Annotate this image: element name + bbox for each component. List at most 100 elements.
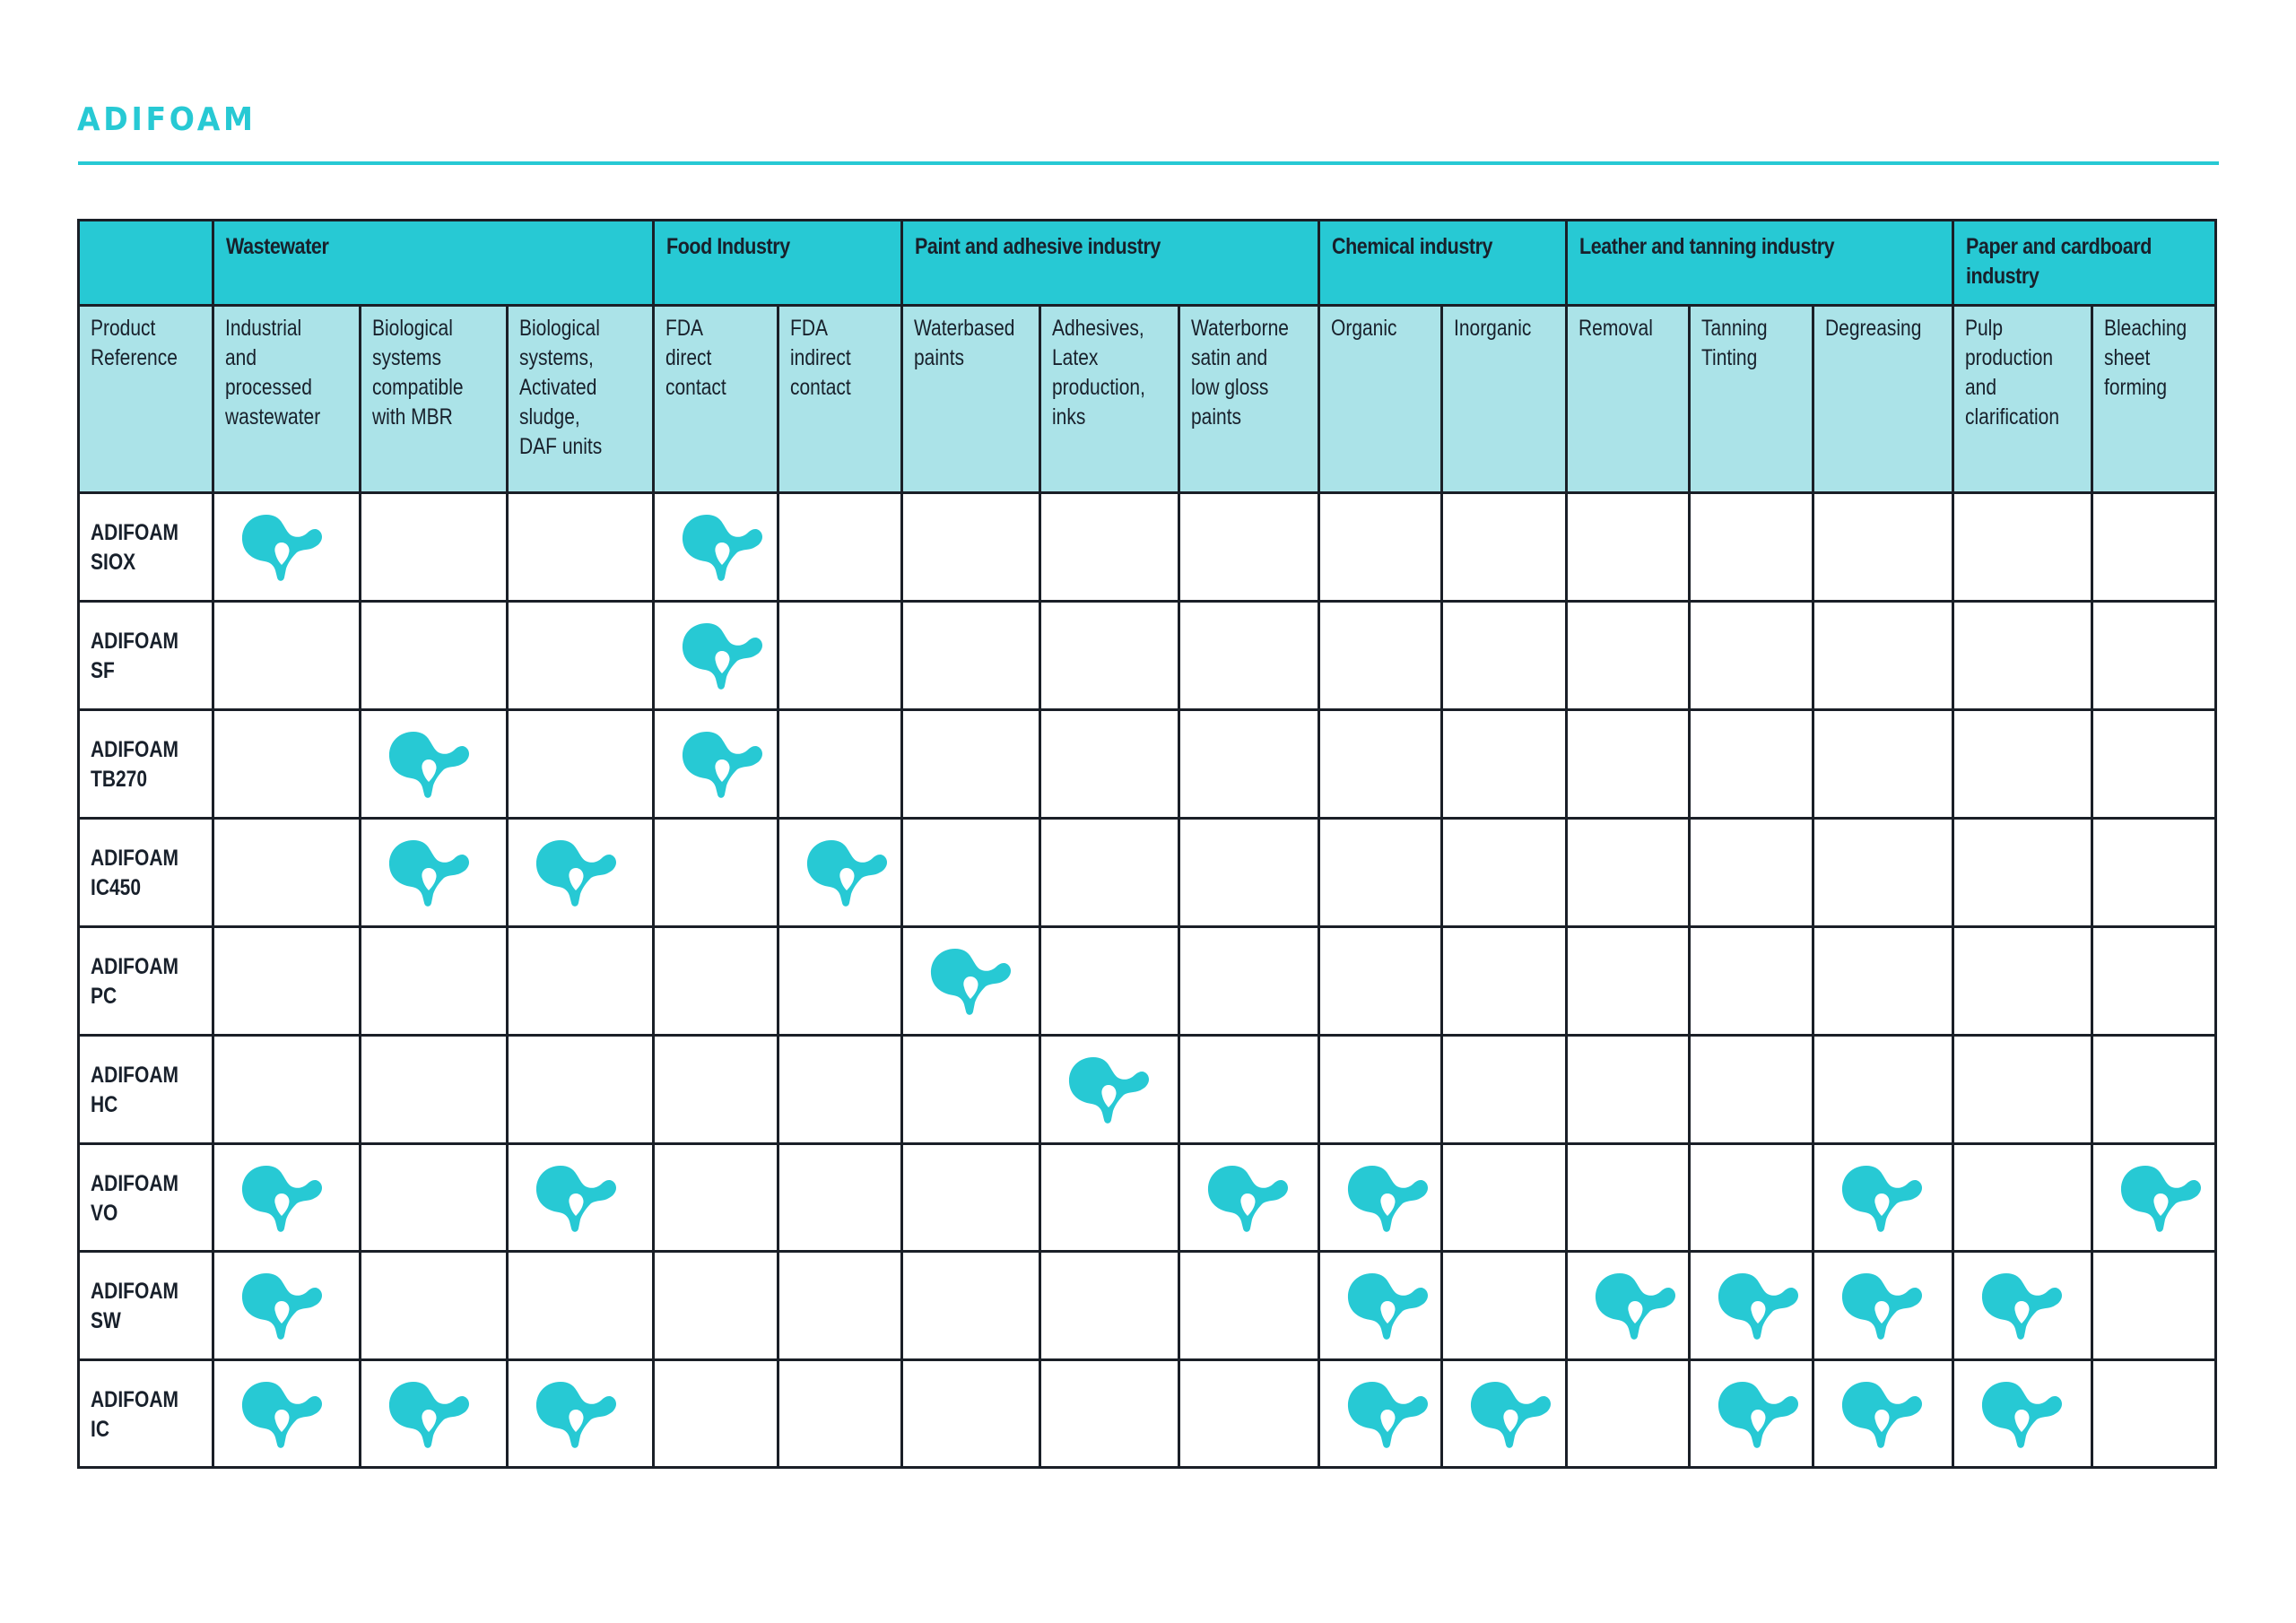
applicability-cell: [2090, 707, 2217, 820]
applicability-cell: [651, 1249, 779, 1361]
applicability-cell: [1687, 490, 1814, 603]
applicability-cell: [358, 1141, 509, 1253]
applicability-cell: [358, 707, 509, 820]
applicability-cell: [358, 1249, 509, 1361]
applicability-cell: [1951, 816, 2093, 928]
adisseo-molecule-icon: [1839, 1271, 1926, 1341]
column-header-label: Inorganic: [1453, 315, 1531, 341]
applicability-cell: [1687, 707, 1814, 820]
applicability-cell: [651, 599, 779, 711]
adisseo-molecule-icon: [1979, 1380, 2066, 1450]
applicability-cell: [505, 599, 655, 711]
product-name: ADIFOAM IC: [90, 1386, 178, 1442]
applicability-cell: [2090, 1249, 2217, 1361]
applicability-cell: [1687, 924, 1814, 1037]
applicability-cell: [1564, 599, 1691, 711]
applicability-cell: [1439, 1249, 1568, 1361]
applicability-cell: [1439, 490, 1568, 603]
applicability-cell: [505, 1141, 655, 1253]
column-header-label: Industrial and processed wastewater: [224, 315, 320, 430]
column-header-label: Waterborne satin and low gloss paints: [1190, 315, 1289, 430]
column-header-cell: FDA direct contact: [651, 303, 779, 494]
group-header-label: Chemical industry: [1331, 233, 1493, 259]
applicability-cell: [1038, 816, 1180, 928]
applicability-cell: [211, 1033, 361, 1145]
applicability-cell: [1951, 490, 2093, 603]
column-header-label: Waterbased paints: [913, 315, 1014, 370]
applicability-cell: [505, 490, 655, 603]
applicability-cell: [1038, 1249, 1180, 1361]
applicability-cell: [1687, 1033, 1814, 1145]
applicability-cell: [1687, 599, 1814, 711]
applicability-cell: [358, 924, 509, 1037]
applicability-cell: [505, 924, 655, 1037]
applicability-cell: [1439, 1358, 1568, 1469]
applicability-cell: [900, 707, 1041, 820]
applicability-cell: [1687, 1141, 1814, 1253]
applicability-cell: [2090, 924, 2217, 1037]
group-header-label: Leather and tanning industry: [1578, 233, 1835, 259]
adisseo-molecule-icon: [1979, 1271, 2066, 1341]
applicability-cell: [1951, 1358, 2093, 1469]
adisseo-molecule-icon: [1205, 1164, 1292, 1234]
applicability-cell: [1564, 816, 1691, 928]
applicability-cell: [2090, 1358, 2217, 1469]
applicability-cell: [505, 1033, 655, 1145]
applicability-cell: [651, 490, 779, 603]
applicability-cell: [1038, 599, 1180, 711]
applicability-cell: [1811, 1033, 1954, 1145]
applicability-cell: [651, 924, 779, 1037]
applicability-cell: [1317, 1141, 1443, 1253]
applicability-cell: [2090, 1033, 2217, 1145]
product-name: ADIFOAM SIOX: [90, 519, 178, 575]
adisseo-molecule-icon: [239, 1164, 326, 1234]
applicability-cell: [1564, 490, 1691, 603]
product-name-cell: ADIFOAM TB270: [76, 707, 214, 820]
column-header-label: Bleaching sheet forming: [2103, 315, 2187, 400]
applicability-cell: [1811, 599, 1954, 711]
applicability-cell: [776, 707, 903, 820]
product-name-cell: ADIFOAM SW: [76, 1249, 214, 1361]
applicability-cell: [1687, 816, 1814, 928]
applicability-cell: [1439, 924, 1568, 1037]
adisseo-molecule-icon: [1345, 1164, 1431, 1234]
applicability-cell: [776, 599, 903, 711]
applicability-cell: [1177, 707, 1320, 820]
applicability-cell: [1811, 924, 1954, 1037]
product-name: ADIFOAM SF: [90, 628, 178, 683]
applicability-cell: [1951, 1033, 2093, 1145]
adisseo-molecule-icon: [1593, 1271, 1679, 1341]
adisseo-molecule-icon: [928, 947, 1014, 1017]
product-name-cell: ADIFOAM IC450: [76, 816, 214, 928]
adisseo-molecule-icon: [1839, 1164, 1926, 1234]
applicability-cell: [358, 599, 509, 711]
applicability-cell: [900, 490, 1041, 603]
applicability-cell: [505, 1249, 655, 1361]
applicability-cell: [358, 816, 509, 928]
applicability-cell: [1811, 1249, 1954, 1361]
applicability-cell: [358, 1358, 509, 1469]
applicability-cell: [1038, 490, 1180, 603]
applicability-cell: [1177, 1141, 1320, 1253]
adisseo-molecule-icon: [239, 1271, 326, 1341]
column-header-cell: Degreasing: [1811, 303, 1954, 494]
applicability-cell: [900, 1249, 1041, 1361]
column-header-cell: Bleaching sheet forming: [2090, 303, 2217, 494]
adisseo-molecule-icon: [387, 1380, 473, 1450]
product-name-cell: ADIFOAM HC: [76, 1033, 214, 1145]
group-header-cell: Chemical industry: [1317, 218, 1568, 307]
applicability-cell: [1564, 1249, 1691, 1361]
applicability-cell: [1038, 707, 1180, 820]
applicability-cell: [651, 1033, 779, 1145]
applicability-cell: [1317, 1358, 1443, 1469]
applicability-cell: [900, 1358, 1041, 1469]
adisseo-molecule-icon: [1716, 1271, 1802, 1341]
applicability-cell: [651, 707, 779, 820]
applicability-cell: [1439, 1141, 1568, 1253]
applicability-cell: [1038, 1358, 1180, 1469]
adisseo-molecule-icon: [1716, 1380, 1802, 1450]
adisseo-molecule-icon: [1345, 1380, 1431, 1450]
applicability-cell: [776, 1141, 903, 1253]
applicability-cell: [2090, 1141, 2217, 1253]
column-header-label: Pulp production and clarification: [1964, 315, 2059, 430]
